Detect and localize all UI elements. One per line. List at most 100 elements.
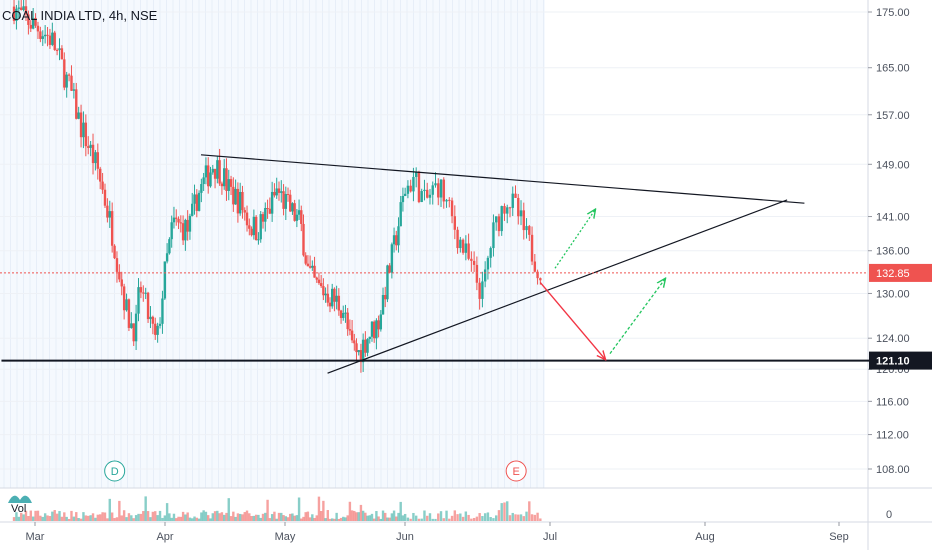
- volume-bar: [390, 513, 394, 521]
- candle-body: [58, 48, 61, 50]
- volume-bar: [399, 501, 402, 521]
- volume-bar: [211, 513, 214, 521]
- volume-bar: [236, 513, 240, 521]
- volume-bar: [22, 514, 25, 521]
- volume-bar: [286, 517, 290, 521]
- volume-bar: [36, 510, 40, 521]
- volume-bar: [156, 515, 159, 521]
- candle-body: [154, 323, 157, 335]
- time-tick-label: May: [275, 531, 296, 543]
- candle-body: [60, 48, 64, 60]
- volume-bar: [500, 503, 503, 521]
- volume-bar: [406, 517, 410, 521]
- candle-body: [34, 17, 37, 26]
- volume-bar: [99, 514, 102, 521]
- volume-bar: [414, 515, 418, 521]
- candle-body: [20, 7, 23, 10]
- candle-body: [375, 320, 378, 339]
- candle-body: [539, 278, 542, 281]
- volume-bar: [350, 510, 354, 521]
- volume-bar: [34, 510, 37, 521]
- candle-body: [461, 239, 465, 253]
- volume-bar: [191, 518, 194, 521]
- volume-bar: [216, 510, 219, 521]
- candle-body: [409, 185, 412, 192]
- volume-bar: [439, 511, 443, 521]
- volume-bar: [333, 518, 336, 521]
- dividend-marker-circle: [104, 460, 126, 482]
- volume-bar: [275, 518, 278, 521]
- candle-body: [108, 211, 111, 218]
- volume-bar: [448, 518, 451, 521]
- candle-body: [248, 225, 251, 229]
- volume-bar: [426, 515, 429, 521]
- volume-bar: [395, 516, 398, 521]
- candle-body: [304, 255, 307, 264]
- candle-body: [368, 336, 371, 340]
- candle-body: [392, 235, 396, 245]
- dividend-marker[interactable]: D: [104, 460, 126, 482]
- volume-bar: [209, 518, 212, 521]
- volume-bar: [168, 513, 171, 521]
- candle-body: [497, 216, 501, 232]
- candle-body: [137, 287, 140, 314]
- candle-body: [350, 330, 354, 341]
- candle-body: [39, 31, 42, 39]
- candle-body: [127, 299, 131, 328]
- volume-bar: [372, 518, 376, 521]
- candle-body: [234, 188, 237, 205]
- candle-body: [22, 6, 25, 10]
- dividend-marker-letter: D: [111, 466, 119, 478]
- candle-body: [96, 152, 100, 169]
- volume-bar: [397, 512, 400, 521]
- candle-body: [306, 263, 310, 267]
- candle-body: [472, 260, 476, 265]
- volume-bar: [20, 512, 23, 521]
- volume-bar: [84, 515, 88, 521]
- volume-bar: [134, 515, 138, 521]
- earnings-marker[interactable]: E: [505, 460, 527, 482]
- candle-body: [238, 191, 242, 214]
- candle-body: [361, 339, 365, 363]
- volume-bar: [250, 515, 253, 521]
- candle-body: [388, 265, 391, 273]
- volume-bar: [295, 515, 299, 521]
- volume-bar: [348, 501, 352, 521]
- volume-bar: [313, 517, 316, 521]
- volume-bar: [151, 511, 155, 521]
- candle-body: [46, 34, 49, 36]
- candle-body: [220, 183, 224, 187]
- candle-body: [533, 261, 537, 272]
- grid-lines: [0, 0, 868, 488]
- candle-body: [70, 75, 73, 91]
- volume-bar: [302, 516, 305, 521]
- candle-body: [175, 217, 178, 219]
- volume-bar: [175, 518, 178, 521]
- volume-bar: [261, 513, 265, 521]
- candle-body: [364, 339, 367, 353]
- volume-bar: [335, 512, 338, 521]
- candle-body: [486, 257, 490, 270]
- candle-body: [163, 261, 167, 299]
- candle-body: [448, 199, 451, 201]
- price-tick-label: 112.00: [876, 430, 909, 442]
- green-arrow-up: [609, 279, 665, 354]
- earnings-marker-circle: [505, 460, 527, 482]
- volume-bar: [437, 513, 440, 521]
- volume-bars: [12, 496, 542, 521]
- candle-body: [431, 185, 434, 195]
- volume-bar: [339, 517, 343, 521]
- volume-bar: [315, 515, 318, 521]
- candle-body: [333, 288, 336, 302]
- candle-body: [103, 189, 107, 206]
- candle-body: [82, 122, 85, 138]
- volume-bar: [461, 516, 465, 521]
- volume-bar: [403, 513, 407, 521]
- volume-bar: [511, 512, 514, 521]
- volume-bar: [445, 510, 448, 521]
- candle-body: [120, 279, 123, 287]
- volume-bar: [161, 517, 164, 521]
- volume-bar: [337, 518, 341, 521]
- volume-bar: [139, 513, 143, 521]
